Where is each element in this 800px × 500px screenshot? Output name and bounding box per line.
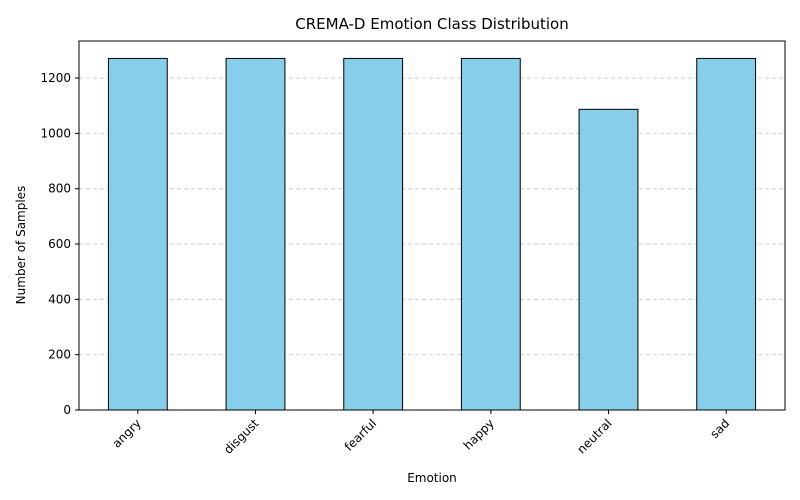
bars	[107, 57, 757, 411]
y-axis-ticks: 0 200 400 600 800 1000 1200	[40, 71, 79, 417]
y-tick-label: 1200	[40, 71, 71, 85]
gridlines	[79, 77, 785, 356]
bar-sad	[696, 57, 757, 411]
y-tick-label: 1000	[40, 126, 71, 140]
x-tick-label-happy: happy	[461, 416, 497, 452]
y-axis-label: Number of Samples	[14, 186, 28, 305]
y-tick-label: 400	[48, 292, 71, 306]
bar-disgust	[225, 57, 286, 411]
y-tick-label: 0	[63, 403, 71, 417]
plot-frame	[78, 40, 786, 411]
x-tick-label-neutral: neutral	[574, 416, 614, 456]
x-axis-label: Emotion	[407, 471, 457, 485]
x-tick-label-disgust: disgust	[221, 416, 262, 457]
bar-angry	[107, 57, 168, 411]
bar-happy	[460, 57, 521, 411]
x-tick-label-fearful: fearful	[342, 416, 380, 454]
x-tick-label-angry: angry	[110, 416, 144, 450]
x-tick-label-sad: sad	[707, 416, 732, 441]
y-tick-label: 800	[48, 182, 71, 196]
y-tick-label: 200	[48, 348, 71, 362]
x-axis-ticks: angry disgust fearful happy neutral sad	[110, 410, 732, 457]
bar-fearful	[343, 57, 404, 411]
chart-title: CREMA-D Emotion Class Distribution	[295, 15, 569, 33]
y-tick-label: 600	[48, 237, 71, 251]
bar-neutral	[578, 108, 639, 411]
